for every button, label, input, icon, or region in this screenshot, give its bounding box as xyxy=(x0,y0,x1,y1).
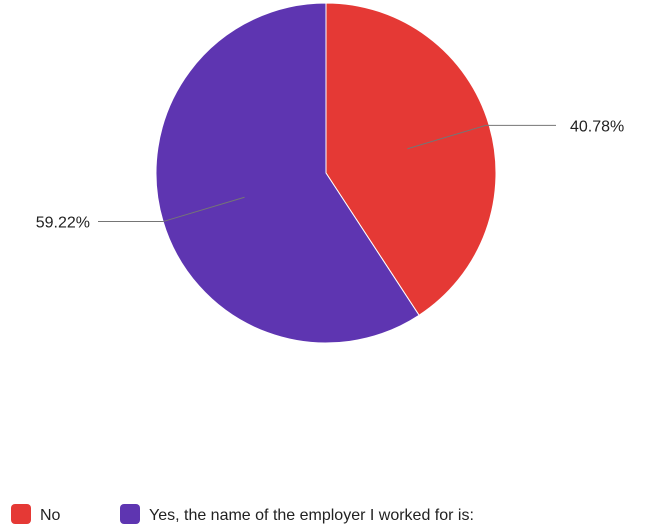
legend-label-yes: Yes, the name of the employer I worked f… xyxy=(149,507,474,524)
leader-line-no xyxy=(407,124,556,150)
legend-swatch-no xyxy=(11,504,31,524)
pie-slices xyxy=(155,2,497,344)
data-label-no: 40.78% xyxy=(570,118,624,135)
legend-swatch-yes xyxy=(120,504,140,524)
legend-label-no: No xyxy=(40,507,61,524)
leader-line-yes xyxy=(98,196,245,223)
legend-item-no[interactable]: No xyxy=(11,504,61,524)
legend-item-yes[interactable]: Yes, the name of the employer I worked f… xyxy=(120,504,474,524)
legend: No Yes, the name of the employer I worke… xyxy=(11,504,474,524)
leader-lines xyxy=(98,124,556,223)
data-label-yes: 59.22% xyxy=(36,215,90,232)
